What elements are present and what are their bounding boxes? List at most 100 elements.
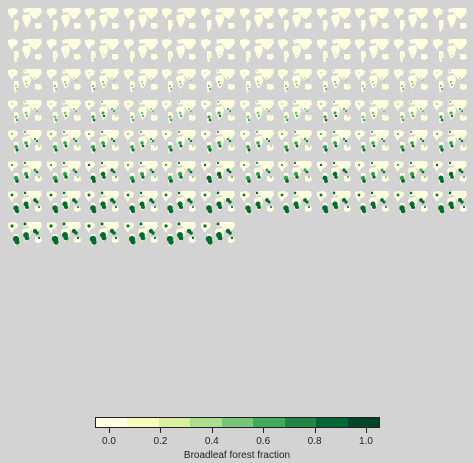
forest-patch bbox=[286, 88, 289, 90]
forest-patch bbox=[115, 145, 117, 147]
world-map bbox=[162, 38, 197, 63]
forest-patch bbox=[53, 115, 57, 118]
land-area bbox=[221, 191, 235, 202]
forest-patch bbox=[294, 40, 296, 41]
land-area bbox=[278, 130, 289, 141]
land-area bbox=[245, 81, 251, 93]
map-panel bbox=[83, 98, 121, 128]
forest-patch bbox=[396, 163, 400, 166]
land-area bbox=[370, 38, 376, 44]
land-area bbox=[343, 175, 351, 182]
forest-patch bbox=[361, 115, 365, 118]
forest-patch bbox=[383, 109, 386, 112]
forest-patch bbox=[419, 167, 423, 172]
forest-patch bbox=[373, 54, 375, 55]
forest-patch bbox=[64, 84, 67, 86]
world-map bbox=[278, 69, 313, 93]
land-area bbox=[143, 130, 158, 141]
land-area bbox=[182, 69, 197, 80]
map-panel bbox=[45, 37, 83, 67]
forest-patch bbox=[450, 84, 453, 86]
forest-patch bbox=[112, 230, 116, 235]
forest-patch bbox=[102, 80, 105, 84]
forest-patch bbox=[63, 80, 66, 84]
land-area bbox=[112, 23, 120, 29]
forest-patch bbox=[448, 131, 451, 133]
land-area bbox=[382, 175, 390, 182]
forest-patch bbox=[140, 111, 144, 114]
forest-patch bbox=[397, 102, 399, 105]
forest-patch bbox=[180, 84, 183, 86]
forest-patch bbox=[460, 109, 463, 112]
map-panel bbox=[6, 67, 44, 97]
world-map bbox=[355, 38, 390, 63]
land-area bbox=[105, 8, 120, 19]
land-area bbox=[298, 8, 313, 19]
forest-patch bbox=[11, 133, 13, 135]
land-area bbox=[201, 8, 211, 19]
land-area bbox=[336, 69, 351, 80]
forest-patch bbox=[435, 102, 438, 105]
forest-patch bbox=[371, 191, 374, 195]
forest-patch bbox=[419, 107, 423, 110]
land-area bbox=[73, 145, 81, 151]
forest-patch bbox=[192, 84, 194, 86]
land-area bbox=[182, 221, 197, 233]
forest-patch bbox=[385, 145, 388, 147]
forest-patch bbox=[93, 88, 96, 90]
forest-patch bbox=[129, 175, 135, 180]
forest-patch bbox=[296, 54, 298, 55]
colorbar-segment bbox=[96, 418, 128, 427]
land-area bbox=[123, 130, 134, 141]
forest-patch bbox=[334, 84, 337, 86]
forest-patch bbox=[255, 100, 258, 103]
land-area bbox=[123, 221, 134, 233]
land-area bbox=[432, 69, 443, 80]
forest-patch bbox=[87, 223, 91, 228]
map-panel bbox=[160, 159, 198, 189]
forest-patch bbox=[153, 206, 156, 208]
forest-patch bbox=[461, 49, 463, 50]
forest-patch bbox=[101, 235, 107, 240]
forest-patch bbox=[358, 163, 361, 166]
forest-patch bbox=[362, 54, 364, 57]
forest-patch bbox=[180, 54, 182, 55]
forest-patch bbox=[203, 132, 207, 136]
land-area bbox=[150, 114, 158, 121]
forest-patch bbox=[242, 193, 245, 197]
forest-patch bbox=[448, 100, 451, 103]
colorbar-tick-label: 0.8 bbox=[307, 436, 322, 447]
forest-patch bbox=[324, 118, 328, 121]
land-area bbox=[60, 14, 70, 28]
forest-patch bbox=[111, 46, 113, 49]
forest-patch bbox=[189, 230, 194, 235]
land-area bbox=[452, 160, 467, 172]
forest-patch bbox=[178, 171, 183, 176]
forest-patch bbox=[284, 115, 288, 118]
forest-patch bbox=[422, 49, 424, 50]
world-map bbox=[46, 99, 81, 124]
land-area bbox=[66, 221, 81, 233]
colorbar-title: Broadleaf forest fraction bbox=[183, 450, 291, 461]
forest-patch bbox=[218, 50, 220, 53]
forest-patch bbox=[35, 230, 39, 235]
forest-patch bbox=[440, 24, 441, 26]
land-area bbox=[46, 69, 57, 80]
forest-patch bbox=[304, 47, 306, 48]
land-area bbox=[201, 69, 211, 80]
world-map bbox=[46, 8, 81, 32]
land-area bbox=[52, 50, 58, 63]
land-area bbox=[245, 20, 251, 32]
land-area bbox=[150, 206, 158, 212]
land-area bbox=[382, 23, 390, 29]
forest-patch bbox=[305, 170, 309, 173]
world-map bbox=[85, 99, 120, 124]
forest-patch bbox=[217, 141, 221, 145]
forest-patch bbox=[76, 145, 79, 147]
colorbar bbox=[95, 417, 380, 428]
forest-patch bbox=[23, 222, 27, 225]
land-area bbox=[293, 99, 299, 105]
land-area bbox=[66, 38, 81, 50]
world-map bbox=[355, 130, 390, 154]
forest-patch bbox=[115, 205, 118, 209]
